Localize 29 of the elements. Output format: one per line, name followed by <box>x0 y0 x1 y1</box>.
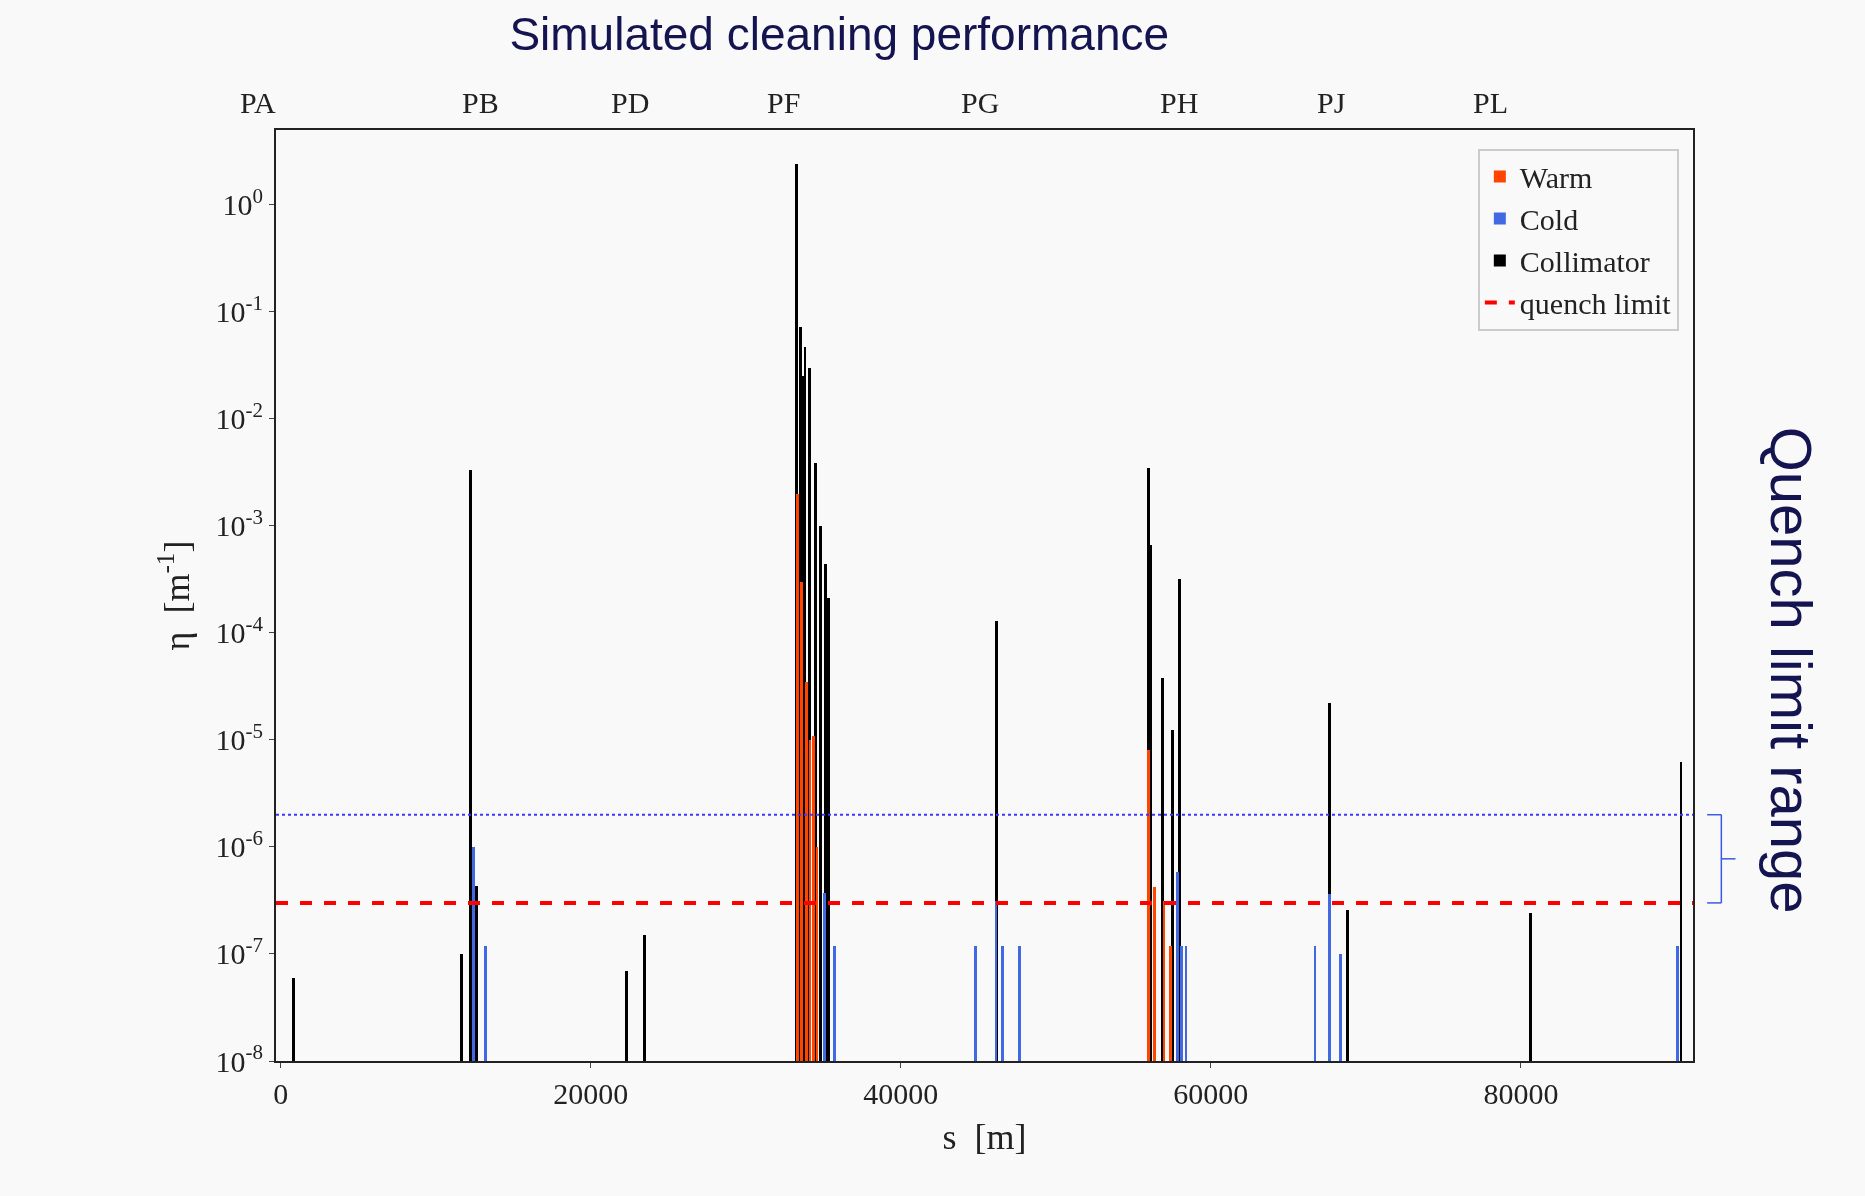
text: PA <box>240 86 276 119</box>
chart-title: Simulated cleaning performance <box>509 8 1170 61</box>
x-tick-label: 60000 <box>1173 1077 1249 1110</box>
y-tick-label: 10$^{-4}$ <box>215 611 264 650</box>
y-tick-label: 10$^{-1}$ <box>215 290 263 329</box>
y-tick-label: 10$^{-7}$ <box>215 932 263 971</box>
x-tick-label: 80000 <box>1483 1077 1559 1110</box>
x-tick-label: 0 <box>273 1077 289 1110</box>
legend-label: Warm <box>1519 161 1593 195</box>
text: PH <box>1160 86 1199 119</box>
y-tick-label: 10$^{0}$ <box>222 183 263 222</box>
text: PL <box>1473 86 1509 119</box>
y-tick-label: 10$^{-5}$ <box>215 718 263 757</box>
legend-label: Cold <box>1519 203 1579 237</box>
x-tick-label: 40000 <box>863 1077 939 1110</box>
text: PJ <box>1317 86 1346 119</box>
y-tick-label: 10$^{-6}$ <box>215 825 263 864</box>
legend-label: quench limit <box>1519 287 1672 321</box>
text: Quench limit range <box>1759 426 1825 914</box>
y-tick-label: 10$^{-8}$ <box>215 1039 263 1078</box>
text: PF <box>767 86 801 119</box>
y-tick-label: 10$^{-2}$ <box>215 397 263 436</box>
y-tick-label: 10$^{-3}$ <box>215 504 263 543</box>
legend-label: Collimator <box>1519 245 1650 279</box>
text: PG <box>961 86 1000 119</box>
text: PD <box>611 86 650 119</box>
x-axis-title: s [m] <box>942 1117 1027 1158</box>
x-tick-label: 20000 <box>553 1077 629 1110</box>
text: PB <box>462 86 499 119</box>
